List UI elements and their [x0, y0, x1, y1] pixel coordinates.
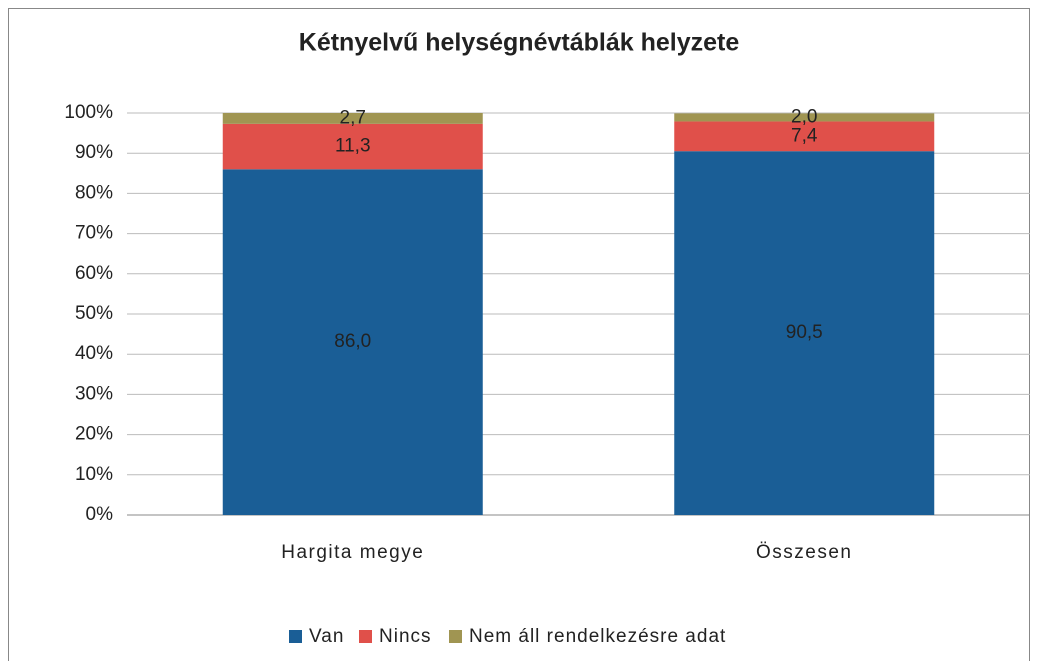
- bar-segment: [222, 123, 483, 170]
- data-label: 7,4: [791, 125, 818, 146]
- legend-swatch: [289, 630, 302, 643]
- y-tick-label: 60%: [75, 263, 113, 284]
- y-tick-label: 30%: [75, 383, 113, 404]
- y-tick-label: 40%: [75, 343, 113, 364]
- legend-swatch: [449, 630, 462, 643]
- x-tick-label: Összesen: [756, 542, 852, 563]
- legend-label: Nem áll rendelkezésre adat: [469, 626, 726, 647]
- y-tick-label: 50%: [75, 303, 113, 324]
- y-tick-label: 80%: [75, 182, 113, 203]
- data-label: 11,3: [335, 136, 371, 157]
- legend-label: Nincs: [379, 626, 432, 647]
- legend-label: Van: [309, 626, 344, 647]
- bar-segment: [222, 169, 483, 515]
- y-tick-label: 90%: [75, 142, 113, 163]
- bar-segment: [222, 113, 483, 124]
- data-label: 86,0: [334, 331, 371, 352]
- y-tick-label: 70%: [75, 223, 113, 244]
- data-label: 90,5: [786, 322, 823, 343]
- data-label: 2,7: [340, 107, 366, 128]
- data-label: 2,0: [791, 106, 817, 127]
- x-tick-label: Hargita megye: [281, 542, 424, 563]
- bar-segment: [674, 151, 935, 515]
- bar-segment: [674, 121, 935, 152]
- y-tick-label: 10%: [75, 464, 113, 485]
- bar-segment: [674, 113, 935, 122]
- y-tick-label: 100%: [64, 102, 113, 123]
- y-tick-label: 0%: [86, 504, 114, 525]
- legend-swatch: [359, 630, 372, 643]
- y-tick-label: 20%: [75, 424, 113, 445]
- chart-title: Kétnyelvű helységnévtáblák helyzete: [299, 29, 740, 57]
